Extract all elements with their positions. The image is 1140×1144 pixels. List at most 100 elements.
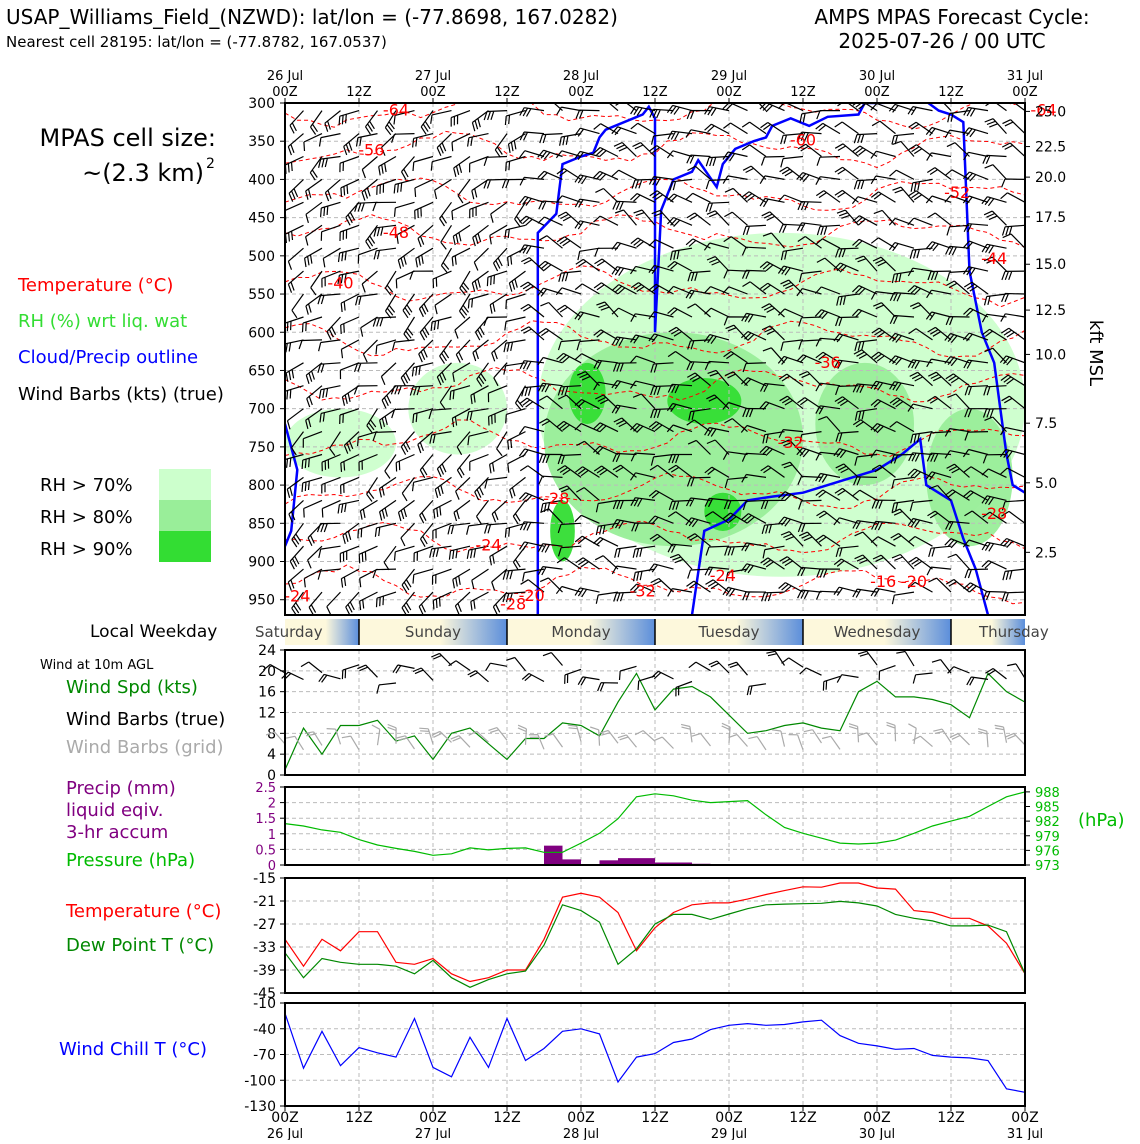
temperature-contour (285, 130, 1025, 169)
rh-region-70 (408, 362, 507, 455)
surface-grid-barb (468, 730, 489, 743)
kft-tick-label: 12.5 (1035, 303, 1066, 319)
upper-wind-barb (778, 429, 804, 438)
upper-wind-barb (319, 408, 341, 423)
upper-wind-barb (648, 264, 674, 274)
upper-wind-barb (429, 431, 452, 444)
upper-wind-barb (888, 242, 915, 252)
upper-wind-barb (759, 175, 785, 185)
upper-wind-barb (420, 110, 434, 135)
upper-wind-barb (687, 372, 711, 387)
upper-wind-barb (574, 353, 600, 364)
upper-wind-barb (355, 133, 378, 147)
legend-rh80-label: RH > 80% (40, 507, 133, 528)
upper-wind-barb (870, 150, 896, 159)
upper-wind-barb (471, 270, 489, 292)
upper-wind-barb (455, 339, 471, 363)
upper-wind-barb (907, 517, 933, 528)
upper-wind-barb (686, 533, 711, 547)
upper-wind-barb (613, 591, 637, 602)
upper-wind-barb (815, 405, 841, 415)
upper-wind-barb (982, 511, 1007, 524)
upper-wind-barb (322, 247, 341, 268)
upper-wind-barb (378, 476, 397, 498)
upper-wind-barb (963, 151, 989, 161)
upper-wind-barb (703, 334, 730, 345)
upper-wind-barb (686, 361, 711, 371)
kft-tick-label: 25.0 (1035, 104, 1066, 120)
upper-wind-barb (870, 536, 896, 547)
upper-wind-barb (742, 362, 767, 373)
upper-wind-barb (944, 428, 970, 437)
upper-wind-barb (537, 216, 563, 226)
upper-wind-barb (816, 155, 841, 166)
upper-wind-barb (945, 373, 970, 387)
upper-wind-barb (706, 439, 730, 455)
upper-wind-barb (667, 588, 693, 597)
upper-wind-barb (722, 175, 748, 184)
upper-wind-barb (777, 516, 804, 527)
upper-wind-barb (285, 339, 304, 353)
top-date-label: 31 Jul (1007, 69, 1043, 84)
upper-wind-barb (317, 293, 341, 305)
surface-grid-barb (908, 723, 917, 745)
upper-wind-barb (287, 133, 304, 156)
upper-wind-barb (1001, 270, 1025, 281)
upper-wind-barb (724, 211, 748, 226)
upper-wind-barb (981, 196, 1007, 207)
upper-wind-barb (854, 453, 878, 466)
upper-wind-barb (705, 201, 730, 212)
upper-wind-barb (595, 591, 619, 604)
upper-wind-barb (291, 522, 304, 548)
weekday-name: Thursday (978, 623, 1049, 641)
upper-wind-barb (851, 285, 878, 296)
windchill-panel: -130 -100 -70 -40 -10 (244, 996, 1026, 1115)
upper-wind-barb (451, 408, 471, 428)
upper-wind-barb (436, 454, 452, 478)
upper-wind-barb (470, 591, 489, 611)
series-line-1 (284, 1013, 1026, 1093)
upper-wind-barb (706, 394, 730, 410)
upper-wind-barb (963, 359, 989, 369)
upper-wind-barb (537, 382, 563, 393)
surface-grid-barb (858, 732, 878, 746)
upper-wind-barb (439, 201, 452, 227)
upper-wind-barb (613, 141, 637, 157)
surface-true-barb (1007, 663, 1026, 679)
upper-wind-barb (340, 316, 360, 335)
upper-wind-barb (962, 127, 989, 138)
upper-wind-barb (342, 522, 360, 544)
upper-wind-barb (780, 155, 804, 168)
contour-label: -44 (981, 249, 1007, 268)
upper-wind-barb (723, 122, 748, 135)
upper-wind-barb (432, 270, 452, 289)
upper-wind-barb (1000, 313, 1025, 322)
upper-wind-barb (871, 464, 896, 478)
upper-wind-barb (928, 577, 952, 593)
upper-wind-barb (927, 270, 952, 281)
upper-wind-barb (501, 178, 526, 189)
series-line-1 (284, 672, 1026, 771)
upper-wind-barb (982, 453, 1007, 464)
upper-wind-barb (419, 522, 434, 548)
upper-wind-barb (595, 499, 619, 513)
upper-wind-barb (925, 471, 952, 481)
upper-wind-barb (611, 519, 637, 529)
surface-true-barb (341, 664, 360, 680)
kft-tick-label: 7.5 (1035, 416, 1057, 432)
upper-wind-barb (596, 301, 619, 318)
rh-shading (285, 232, 1025, 577)
precip-bar (636, 858, 655, 865)
panel-tick-label: -27 (253, 917, 276, 933)
upper-wind-barb (519, 244, 545, 255)
upper-wind-barb (301, 453, 323, 470)
upper-wind-barb (362, 339, 378, 363)
upper-wind-barb (574, 587, 600, 598)
upper-wind-barb (816, 568, 841, 578)
surface-grid-barb (977, 728, 989, 748)
upper-wind-barb (448, 545, 471, 560)
upper-wind-barb (1002, 233, 1025, 249)
upper-wind-barb (489, 453, 508, 474)
upper-wind-barb (291, 293, 304, 319)
bottom-hour-label: 00Z (715, 1110, 742, 1126)
